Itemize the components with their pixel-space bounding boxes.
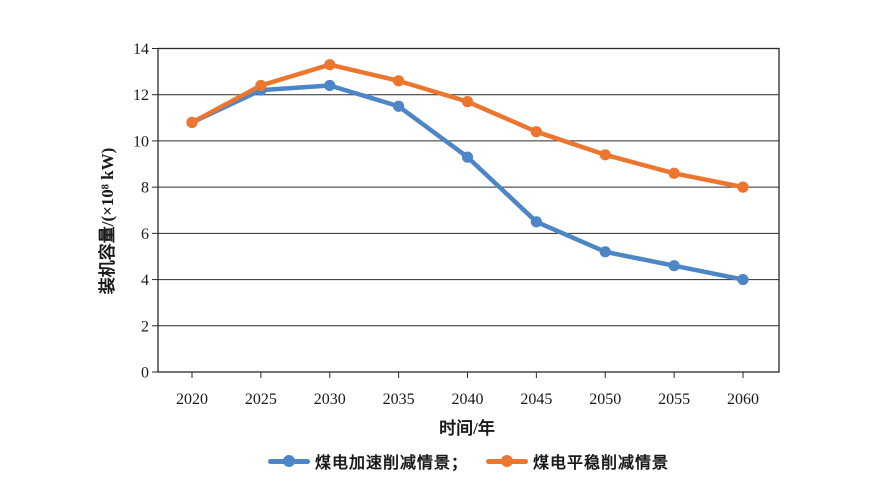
series-0-point-2050: [599, 246, 611, 258]
legend-item-accelerated-reduction: 煤电加速削减情景；: [267, 449, 468, 473]
legend-marker-dot-blue: [282, 455, 295, 467]
series-0-point-2035: [393, 100, 405, 112]
x-tick-label: 2050: [589, 391, 621, 408]
chart-legend: 煤电加速削减情景； 煤电平稳削减情景: [158, 449, 779, 473]
series-1-point-2060: [737, 181, 749, 193]
series-1-line: [189, 62, 746, 190]
series-1-point-2035: [393, 75, 405, 87]
y-tick-label: 8: [141, 180, 149, 197]
series-1-point-2025: [255, 79, 267, 92]
y-tick-label: 6: [141, 226, 149, 243]
series-1-point-2045: [530, 126, 542, 138]
y-tick-label: 14: [133, 41, 149, 58]
legend-item-steady-reduction: 煤电平稳削减情景: [486, 449, 669, 473]
legend-label-accelerated-reduction: 煤电加速削减情景；: [314, 455, 468, 472]
y-axis-title: 装机容量/(×10⁸ kW): [97, 148, 117, 296]
x-tick-label: 2060: [727, 391, 759, 408]
x-tick-label: 2030: [314, 391, 346, 408]
x-tick-label: 2045: [520, 391, 552, 408]
x-axis-title: 时间/年: [439, 418, 495, 438]
series-1-point-2040: [461, 96, 474, 108]
series-1-point-2020: [186, 116, 198, 129]
y-tick-label: 12: [133, 87, 149, 104]
x-tick-label: 2055: [658, 391, 690, 408]
legend-marker-dot-orange: [501, 455, 513, 467]
y-tick-label: 0: [141, 365, 149, 382]
y-tick-label: 10: [133, 133, 149, 150]
series-1-point-2055: [668, 167, 680, 179]
y-tick-label: 4: [141, 272, 149, 289]
series-0-point-2060: [737, 273, 749, 286]
series-1-point-2050: [599, 149, 611, 161]
legend-label-steady-reduction: 煤电平稳削减情景: [533, 455, 670, 472]
series-0-point-2030: [324, 79, 336, 92]
series-0-point-2055: [668, 260, 680, 272]
x-tick-label: 2025: [245, 391, 277, 408]
x-tick-label: 2040: [452, 391, 484, 408]
series-1-point-2030: [324, 59, 336, 71]
y-tick-label: 2: [141, 318, 149, 335]
legend-line-sample-orange: [486, 455, 528, 467]
series-0-point-2045: [530, 216, 542, 228]
x-tick-label: 2020: [176, 391, 208, 408]
series-0-line: [189, 83, 746, 282]
x-tick-label: 2035: [383, 391, 415, 408]
plot-frame: [157, 47, 780, 373]
legend-line-sample-blue: [267, 455, 310, 467]
plot-area: 0 2 4 6 8 10 12 14 2020 2025 2030 2035 2040 2045 2050 2…: [133, 41, 780, 408]
series-0-point-2040: [461, 151, 474, 163]
